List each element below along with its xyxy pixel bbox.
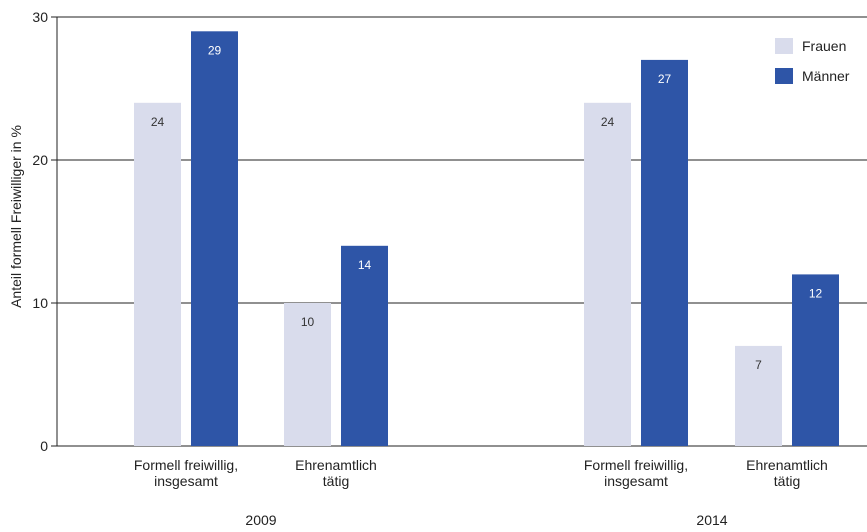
bar-value-label-2009-2-männer: 14 xyxy=(358,258,372,272)
bar-value-label-2014-1-frauen: 24 xyxy=(601,115,615,129)
y-tick-label-20: 20 xyxy=(32,152,48,168)
bar-2014-1-frauen xyxy=(584,102,631,447)
group-label-2014: 2014 xyxy=(696,512,727,528)
legend-swatch-frauen xyxy=(775,38,793,54)
bar-value-label-2009-2-frauen: 10 xyxy=(301,315,315,329)
legend-label-frauen: Frauen xyxy=(802,38,846,54)
category-label-2009-1-line-2: insgesamt xyxy=(154,473,218,489)
bar-2014-1-männer xyxy=(641,59,688,447)
legend-swatch-männer xyxy=(775,68,793,84)
group-label-2009: 2009 xyxy=(245,512,276,528)
category-label-2014-1-line-1: Formell freiwillig, xyxy=(584,457,688,473)
bar-value-label-2014-1-männer: 27 xyxy=(658,72,672,86)
bar-value-label-2009-1-frauen: 24 xyxy=(151,115,165,129)
y-tick-label-0: 0 xyxy=(40,438,48,454)
bar-2009-2-männer xyxy=(341,245,388,446)
category-label-2009-2-line-2: tätig xyxy=(323,473,349,489)
category-label-2009-1-line-1: Formell freiwillig, xyxy=(134,457,238,473)
legend-label-männer: Männer xyxy=(802,68,850,84)
bar-value-label-2009-1-männer: 29 xyxy=(208,43,222,57)
bar-2014-2-frauen xyxy=(735,345,782,446)
bar-2009-1-frauen xyxy=(134,102,181,447)
bar-2014-2-männer xyxy=(792,274,839,446)
bar-2009-1-männer xyxy=(191,31,238,447)
category-label-2014-1-line-2: insgesamt xyxy=(604,473,668,489)
category-label-2014-2-line-1: Ehrenamtlich xyxy=(746,457,828,473)
y-tick-label-30: 30 xyxy=(32,9,48,25)
y-tick-label-10: 10 xyxy=(32,295,48,311)
bar-value-label-2014-2-männer: 12 xyxy=(809,286,823,300)
bar-2009-2-frauen xyxy=(284,303,331,446)
y-axis-title: Anteil formell Freiwilliger in % xyxy=(8,125,24,308)
category-label-2014-2-line-2: tätig xyxy=(774,473,800,489)
category-label-2009-2-line-1: Ehrenamtlich xyxy=(295,457,377,473)
bar-value-label-2014-2-frauen: 7 xyxy=(755,358,762,372)
